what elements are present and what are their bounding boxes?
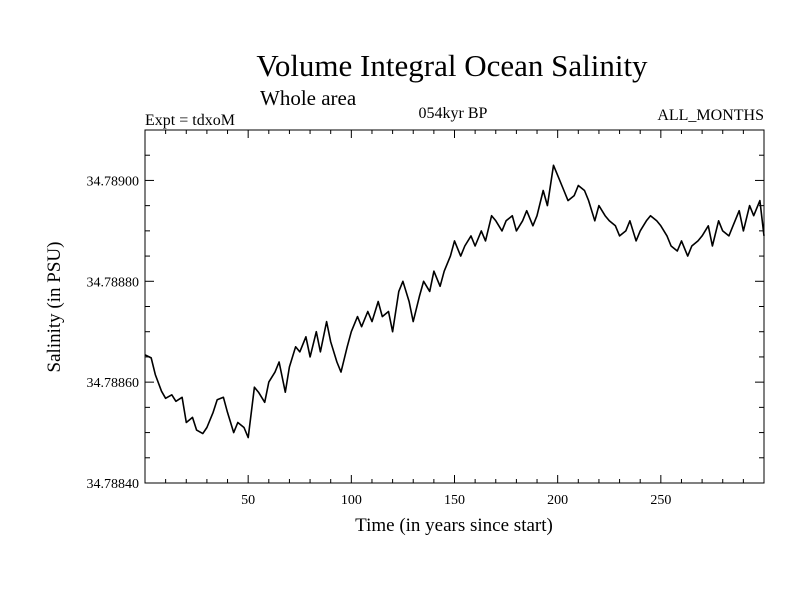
x-tick-label: 50 (241, 493, 255, 508)
annotation-right: ALL_MONTHS (657, 107, 764, 124)
annotation-center: 054kyr BP (419, 105, 488, 122)
y-tick-label: 34.78880 (87, 275, 140, 290)
y-tick-label: 34.78840 (87, 477, 140, 492)
x-tick-label: 150 (444, 493, 465, 508)
x-axis-label: Time (in years since start) (355, 515, 553, 536)
y-tick-label: 34.78860 (87, 376, 140, 391)
x-tick-label: 100 (341, 493, 362, 508)
chart-subtitle: Whole area (260, 86, 357, 110)
ticks: 50 100 150 200 250 34.78840 34.78860 34.78880 34… (87, 130, 764, 508)
y-axis-label: Salinity (in PSU) (44, 242, 65, 373)
annotation-left: Expt = tdxoM (145, 112, 235, 129)
series-layer (144, 164, 765, 439)
x-tick-label: 250 (650, 493, 671, 508)
chart-title: Volume Integral Ocean Salinity (256, 48, 648, 83)
y-tick-label: 34.78900 (87, 174, 140, 189)
plot-frame (144, 129, 765, 484)
x-tick-label: 200 (547, 493, 568, 508)
salinity-series-line (144, 164, 765, 439)
